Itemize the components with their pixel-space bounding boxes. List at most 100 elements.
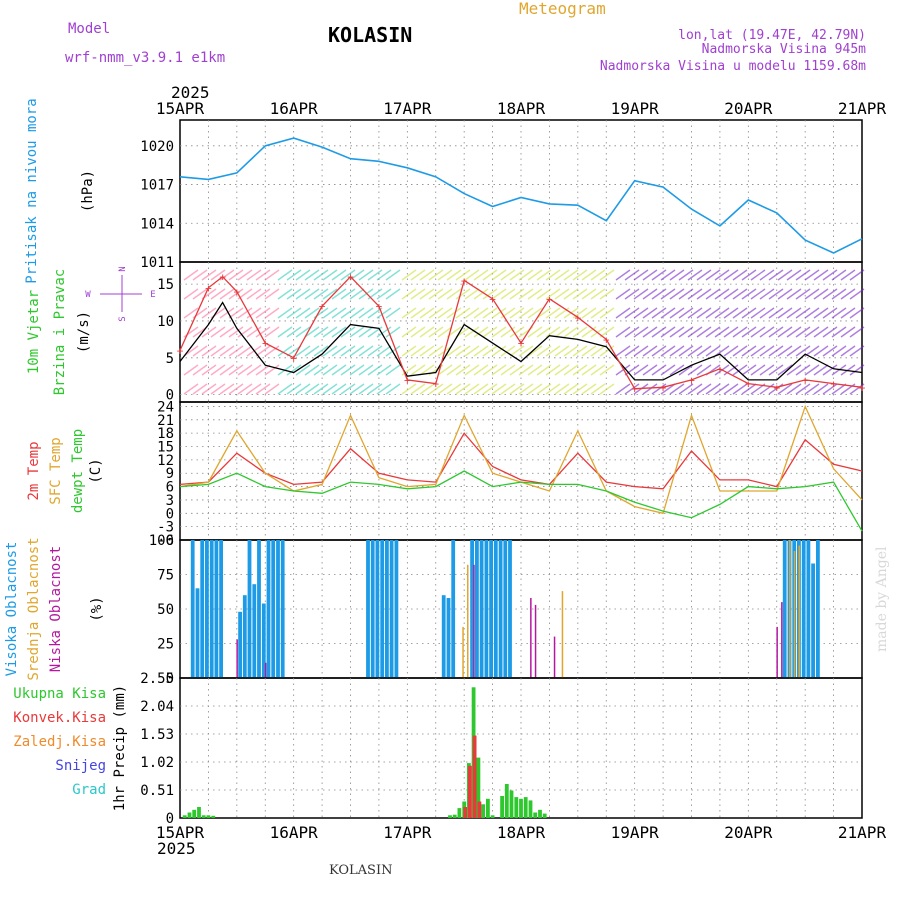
wind-direction-arrow [428, 383, 444, 395]
wind-direction-arrow [741, 345, 757, 357]
wind-direction-arrow [849, 326, 865, 338]
y-tick-label: 25 [157, 637, 174, 653]
y-tick-label: 1014 [140, 216, 174, 232]
bar-total_precip [523, 797, 528, 818]
gust-marker: + [688, 374, 695, 387]
wind-direction-arrow [246, 326, 262, 338]
x-tick-label-bottom: 15APR [156, 823, 205, 842]
wind-direction-arrow [705, 326, 721, 338]
wind-direction-arrow [237, 383, 253, 395]
wind-direction-arrow [633, 288, 649, 300]
y-tick-label: 0 [166, 671, 174, 687]
wind-direction-arrow [349, 383, 365, 395]
wind-direction-arrow [624, 307, 640, 319]
wind-direction-arrow [642, 383, 658, 395]
wind-direction-arrow [428, 345, 444, 357]
wind-direction-arrow [786, 288, 802, 300]
wind-direction-arrow [590, 288, 606, 300]
bar-high_cloud [451, 540, 456, 678]
wind-direction-arrow [804, 383, 820, 395]
wind-direction-arrow [723, 288, 739, 300]
wind-direction-arrow [831, 269, 847, 281]
bar-high_cloud [484, 540, 489, 678]
y-tick-label: 1020 [140, 139, 174, 155]
wind-direction-arrow [491, 364, 507, 376]
wind-direction-arrow [518, 345, 534, 357]
y-tick-label: 24 [157, 399, 174, 415]
wind-direction-arrow [741, 383, 757, 395]
wind-direction-arrow [696, 269, 712, 281]
wind-direction-arrow [491, 345, 507, 357]
axis-label: 2m Temp [26, 441, 42, 500]
wind-direction-arrow [590, 383, 606, 395]
wind-direction-arrow [295, 307, 311, 319]
wind-direction-arrow [750, 269, 766, 281]
wind-direction-arrow [581, 288, 597, 300]
wind-direction-arrow [642, 307, 658, 319]
wind-direction-arrow [651, 269, 667, 281]
wind-direction-arrow [376, 307, 392, 319]
wind-direction-arrow [376, 383, 392, 395]
wind-direction-arrow [572, 288, 588, 300]
wind-direction-arrow [437, 383, 453, 395]
wind-direction-arrow [813, 383, 829, 395]
wind-direction-arrow [419, 288, 435, 300]
wind-direction-arrow [331, 345, 347, 357]
wind-direction-arrow [759, 307, 775, 319]
wind-direction-arrow [518, 364, 534, 376]
wind-direction-arrow [581, 269, 597, 281]
wind-direction-arrow [759, 326, 775, 338]
gust-marker: + [575, 311, 582, 324]
y-tick-label: 9 [166, 466, 174, 482]
wind-direction-arrow [660, 288, 676, 300]
wind-direction-arrow [183, 307, 199, 319]
wind-direction-arrow [669, 345, 685, 357]
x-tick-label-top: 17APR [383, 99, 432, 118]
year-label-top: 2025 [171, 83, 210, 102]
gust-marker: + [830, 378, 837, 391]
bar-high_cloud [271, 540, 276, 678]
wind-direction-arrow [723, 383, 739, 395]
compass-east: E [150, 290, 155, 300]
wind-direction-arrow [237, 307, 253, 319]
wind-direction-arrow [831, 383, 847, 395]
wind-direction-arrow [705, 307, 721, 319]
bar-total_precip [476, 757, 481, 818]
wind-direction-arrow [714, 307, 730, 319]
wind-direction-arrow [527, 307, 543, 319]
wind-direction-arrow [624, 269, 640, 281]
bar-total_precip [533, 812, 538, 818]
wind-direction-arrow [246, 307, 262, 319]
bar-mid_cloud [798, 545, 800, 678]
wind-direction-arrow [401, 383, 417, 395]
wind-direction-arrow [590, 364, 606, 376]
wind-direction-arrow [367, 269, 383, 281]
wind-direction-arrow [840, 288, 856, 300]
wind-direction-arrow [741, 364, 757, 376]
wind-direction-arrow [446, 307, 462, 319]
wind-direction-arrow [340, 269, 356, 281]
wind-direction-arrow [358, 307, 374, 319]
wind-direction-arrow [201, 364, 217, 376]
series-line-pressure [179, 137, 863, 254]
bar-high_cloud [811, 563, 815, 678]
bar-total_precip [192, 809, 197, 818]
wind-direction-arrow [322, 307, 338, 319]
year-label-bottom: 2025 [157, 839, 196, 858]
wind-direction-arrow [491, 307, 507, 319]
gust-marker: + [262, 337, 269, 350]
wind-direction-arrow [786, 326, 802, 338]
wind-direction-arrow [581, 326, 597, 338]
wind-direction-arrow [759, 269, 775, 281]
wind-direction-arrow [228, 307, 244, 319]
wind-direction-arrow [219, 269, 235, 281]
wind-direction-arrow [563, 269, 579, 281]
wind-direction-arrow [419, 364, 435, 376]
wind-direction-arrow [750, 307, 766, 319]
gust-marker: + [859, 381, 866, 394]
wind-direction-arrow [313, 345, 329, 357]
wind-direction-arrow [590, 269, 606, 281]
wind-direction-arrow [219, 307, 235, 319]
gust-marker: + [773, 381, 780, 394]
wind-direction-arrow [554, 288, 570, 300]
